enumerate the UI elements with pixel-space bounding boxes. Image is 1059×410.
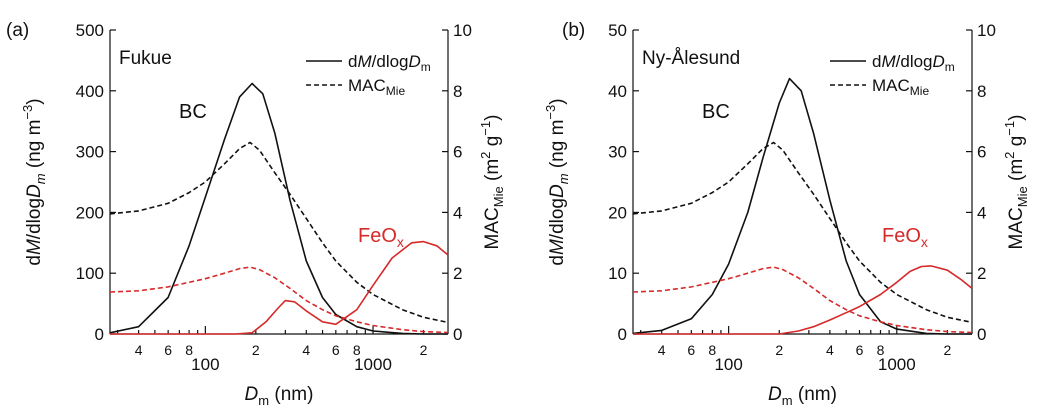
legend-label-dm: dM/dlogDm: [872, 52, 955, 74]
x-minor-tick-label: 2: [775, 342, 783, 358]
x-minor-tick-label: 8: [877, 342, 885, 358]
y-tick-label-right: 8: [977, 82, 986, 101]
x-minor-tick-label: 6: [332, 342, 340, 358]
series-line-feox-mac-mie: [632, 266, 973, 334]
y-axis-label-right: MACMie (m2 g−1): [478, 115, 506, 250]
legend-label-dm: dM/dlogDm: [348, 52, 431, 74]
annotation-feox: FeOx: [882, 225, 928, 250]
y-tick-label-left: 20: [608, 203, 627, 222]
x-minor-tick-label: 2: [420, 342, 428, 358]
legend-label-mac: MACMie: [872, 76, 929, 98]
y-tick-label-right: 6: [977, 143, 986, 162]
y-tick-label-right: 10: [977, 21, 996, 40]
y-tick-label-left: 30: [608, 143, 627, 162]
y-tick-label-right: 4: [977, 203, 986, 222]
x-minor-tick-label: 2: [252, 342, 260, 358]
y-tick-label-left: 40: [608, 82, 627, 101]
y-tick-label-right: 8: [453, 82, 462, 101]
x-minor-tick-label: 8: [353, 342, 361, 358]
series-line-feox-mac-mie: [109, 266, 449, 334]
y-tick-label-right: 4: [453, 203, 462, 222]
series-line-bc-mac-mie: [109, 141, 449, 324]
y-axis-label-left: dM/dlogDm (ng m−3): [543, 98, 571, 265]
y-tick-label-right: 10: [453, 21, 472, 40]
y-tick-label-left: 400: [76, 82, 104, 101]
series-line-bc-dm-dlogdm: [109, 82, 448, 335]
legend-label-mac: MACMie: [348, 76, 405, 98]
x-minor-tick-label: 4: [302, 342, 310, 358]
series-line-feox-dm-dlogdm: [110, 240, 449, 335]
x-tick-label: 1000: [878, 355, 916, 374]
y-tick-label-right: 0: [453, 325, 462, 344]
y-axis-label-right: MACMie (m2 g−1): [1002, 115, 1030, 250]
series-line-bc-dm-dlogdm: [632, 77, 972, 335]
panel-label: (a): [6, 20, 29, 41]
y-tick-label-left: 10: [608, 264, 627, 283]
y-tick-label-right: 2: [977, 264, 986, 283]
site-label: Fukue: [119, 48, 172, 69]
annotation-bc: BC: [702, 101, 730, 123]
panel-label: (b): [562, 20, 585, 41]
x-tick-label: 100: [714, 355, 742, 374]
y-tick-label-right: 0: [977, 325, 986, 344]
x-minor-tick-label: 4: [658, 342, 666, 358]
y-tick-label-left: 500: [76, 21, 104, 40]
y-tick-label-left: 0: [618, 325, 627, 344]
site-label: Ny-Ålesund: [642, 48, 740, 69]
x-minor-tick-label: 4: [135, 342, 143, 358]
annotation-feox: FeOx: [358, 225, 404, 250]
series-line-feox-dm-dlogdm: [633, 265, 973, 335]
y-axis-label-left: dM/dlogDm (ng m−3): [20, 98, 48, 265]
x-minor-tick-label: 6: [856, 342, 864, 358]
x-minor-tick-label: 6: [164, 342, 172, 358]
x-axis-label: Dm (nm): [245, 384, 314, 408]
y-tick-label-right: 2: [453, 264, 462, 283]
x-tick-label: 1000: [354, 355, 392, 374]
x-minor-tick-label: 8: [185, 342, 193, 358]
y-tick-label-left: 100: [76, 264, 104, 283]
x-minor-tick-label: 2: [944, 342, 952, 358]
y-tick-label-left: 0: [95, 325, 104, 344]
y-tick-label-right: 6: [453, 143, 462, 162]
series-line-bc-mac-mie: [632, 141, 973, 324]
x-minor-tick-label: 6: [687, 342, 695, 358]
x-axis-label: Dm (nm): [768, 384, 837, 408]
x-minor-tick-label: 4: [826, 342, 834, 358]
x-minor-tick-label: 8: [708, 342, 716, 358]
y-tick-label-left: 200: [76, 203, 104, 222]
annotation-bc: BC: [179, 101, 207, 123]
y-tick-label-left: 50: [608, 21, 627, 40]
y-tick-label-left: 300: [76, 143, 104, 162]
x-tick-label: 100: [191, 355, 219, 374]
